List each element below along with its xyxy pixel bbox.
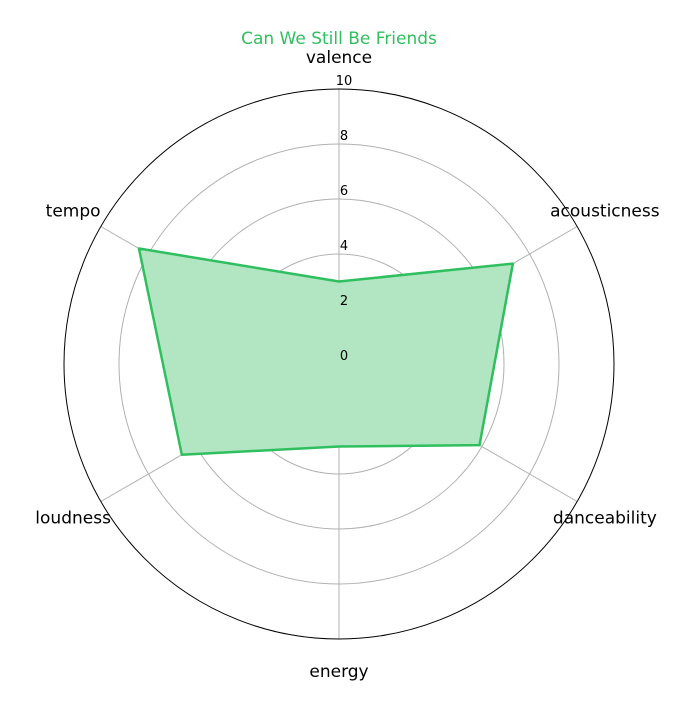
tick-label-4: 4 [340,239,348,254]
axis-label-valence: valence [306,48,372,68]
axis-label-acousticness: acousticness [550,202,660,222]
axis-label-tempo: tempo [46,202,101,222]
chart-title: Can We Still Be Friends [241,29,437,49]
series-area [138,248,513,455]
tick-label-0: 0 [340,349,348,364]
outer-frame [63,88,615,640]
tick-label-6: 6 [340,184,348,199]
frame-layer [63,88,615,640]
axis-label-loudness: loudness [35,509,111,529]
label-layer: valence acousticness danceability energy lou… [35,48,659,682]
tick-label-2: 2 [340,294,348,309]
tick-layer: 0 2 4 6 8 10 [336,74,353,364]
axis-label-danceability: danceability [553,509,657,529]
axis-label-energy: energy [309,662,368,682]
tick-label-10: 10 [336,74,353,89]
series-line [137,247,515,456]
series-layer [137,247,515,456]
tick-label-8: 8 [340,129,348,144]
